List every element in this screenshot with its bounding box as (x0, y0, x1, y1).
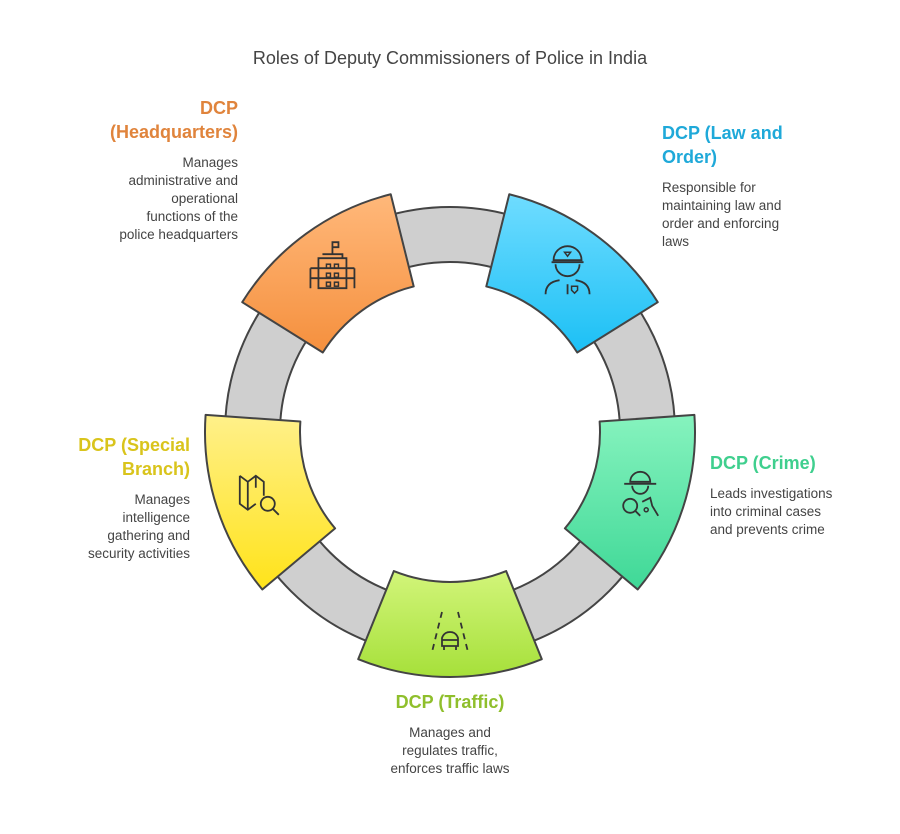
role-headquarters: DCP (Headquarters) Manages administrativ… (60, 96, 238, 244)
segment-shape (563, 413, 696, 591)
police-officer-icon (544, 245, 591, 295)
role-special-branch: DCP (Special Branch) Manages intelligenc… (40, 433, 190, 563)
role-law-and-order: DCP (Law and Order) Responsible for main… (662, 121, 862, 251)
segment-shape (485, 193, 659, 354)
road-car-icon (431, 611, 469, 653)
role-heading: DCP (Traffic) (395, 692, 505, 712)
role-heading: DCP (Law and Order) (662, 123, 783, 167)
role-description: Manages and regulates traffic, enforces … (390, 725, 510, 776)
role-description: Manages administrative and operational f… (119, 155, 238, 242)
role-heading: DCP (Headquarters) (109, 98, 238, 142)
detective-icon (622, 470, 659, 517)
role-crime: DCP (Crime) Leads investigations into cr… (710, 451, 890, 539)
building-icon (309, 241, 356, 290)
role-description: Leads investigations into criminal cases… (710, 486, 833, 537)
role-heading: DCP (Crime) (710, 453, 816, 473)
role-heading: DCP (Special Branch) (78, 435, 190, 479)
segment-traffic (357, 570, 543, 678)
role-traffic: DCP (Traffic) Manages and regulates traf… (330, 690, 570, 778)
role-description: Responsible for maintaining law and orde… (662, 180, 782, 249)
segment-law-and-order (485, 193, 659, 354)
role-description: Manages intelligence gathering and secur… (87, 492, 190, 561)
segment-headquarters (241, 193, 415, 354)
segment-shape (204, 413, 337, 591)
map-search-icon (238, 474, 280, 516)
segment-shape (357, 570, 543, 678)
segment-crime (563, 413, 696, 591)
segment-special-branch (204, 413, 337, 591)
diagram-title: Roles of Deputy Commissioners of Police … (252, 48, 648, 68)
